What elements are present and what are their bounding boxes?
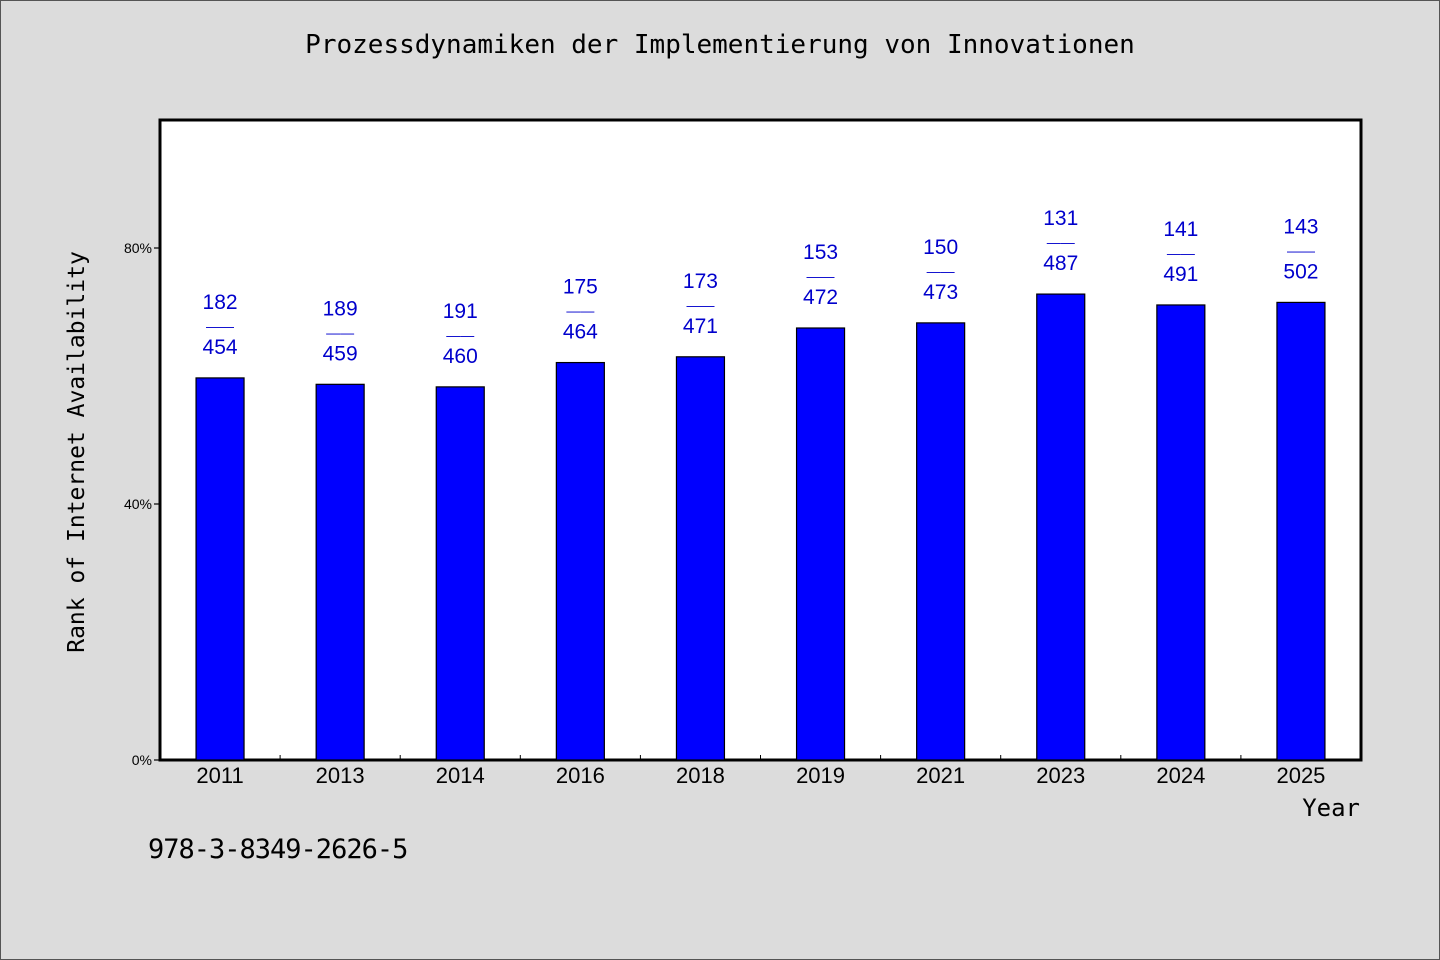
data-label-separator: —— — [326, 324, 354, 340]
data-label-separator: —— — [807, 268, 835, 284]
data-label-top: 153 — [803, 241, 838, 264]
data-label-bottom: 459 — [323, 342, 358, 365]
data-label-bottom: 502 — [1283, 260, 1318, 283]
data-label-bottom: 487 — [1043, 252, 1078, 275]
data-label-separator: —— — [1047, 234, 1075, 250]
x-tick-label: 2014 — [436, 763, 485, 788]
y-axis: 0% 40% 80% — [124, 240, 160, 768]
data-label-top: 175 — [563, 276, 598, 299]
bar — [916, 322, 966, 761]
data-label-top: 182 — [203, 291, 238, 314]
chart-title: Prozessdynamiken der Implementierung von… — [305, 30, 1135, 60]
y-tick-label: 80% — [124, 240, 152, 256]
bar — [195, 377, 245, 761]
data-label-top: 143 — [1283, 215, 1318, 238]
data-label-top: 131 — [1043, 207, 1078, 230]
data-label-top: 189 — [323, 297, 358, 320]
data-label-separator: —— — [206, 318, 234, 334]
bar — [1156, 304, 1206, 761]
data-label-separator: —— — [566, 303, 594, 319]
footer-code: 978-3-8349-2626-5 — [148, 834, 408, 865]
data-label-separator: —— — [446, 327, 474, 343]
bar — [795, 327, 846, 761]
bar — [555, 361, 605, 761]
x-tick-label: 2013 — [316, 763, 365, 788]
data-label-bottom: 471 — [683, 315, 718, 338]
x-tick-label: 2025 — [1276, 763, 1325, 788]
data-label-top: 191 — [443, 300, 478, 323]
data-label-top: 141 — [1163, 218, 1198, 241]
data-label-bottom: 464 — [563, 321, 598, 344]
data-label-top: 173 — [683, 270, 718, 293]
data-label-separator: —— — [1287, 242, 1315, 258]
x-tick-label: 2019 — [796, 763, 845, 788]
bar — [675, 356, 726, 761]
data-label-bottom: 460 — [443, 345, 478, 368]
data-label-separator: —— — [686, 297, 714, 313]
bar — [315, 383, 365, 761]
data-label-separator: —— — [927, 263, 955, 279]
bar — [1036, 293, 1086, 761]
y-axis-label: Rank of Internet Availability — [64, 251, 90, 653]
bar — [1276, 301, 1326, 761]
y-tick-label: 0% — [132, 752, 152, 768]
x-tick-label: 2021 — [916, 763, 965, 788]
x-axis-label: Year — [1302, 794, 1360, 822]
data-label-bottom: 491 — [1163, 263, 1198, 286]
data-label-bottom: 473 — [923, 281, 958, 304]
x-tick-label: 2023 — [1036, 763, 1085, 788]
bar — [435, 386, 485, 761]
x-tick-label: 2024 — [1156, 763, 1205, 788]
x-axis: 2011 2013 2014 2016 2018 2019 2021 2023 2024 2025 — [196, 755, 1325, 788]
data-label-separator: —— — [1167, 245, 1195, 261]
data-label-top: 150 — [923, 236, 958, 259]
bars-layer — [195, 293, 1326, 761]
data-label-bottom: 472 — [803, 286, 838, 309]
x-tick-label: 2016 — [556, 763, 605, 788]
y-tick-label: 40% — [124, 496, 152, 512]
x-tick-label: 2011 — [196, 763, 243, 788]
data-labels-layer: 182 —— 454 189 —— 459 191 —— 460 175 —— 464 173 —— 471… — [203, 207, 1319, 368]
data-label-bottom: 454 — [203, 336, 238, 359]
x-tick-label: 2018 — [676, 763, 725, 788]
